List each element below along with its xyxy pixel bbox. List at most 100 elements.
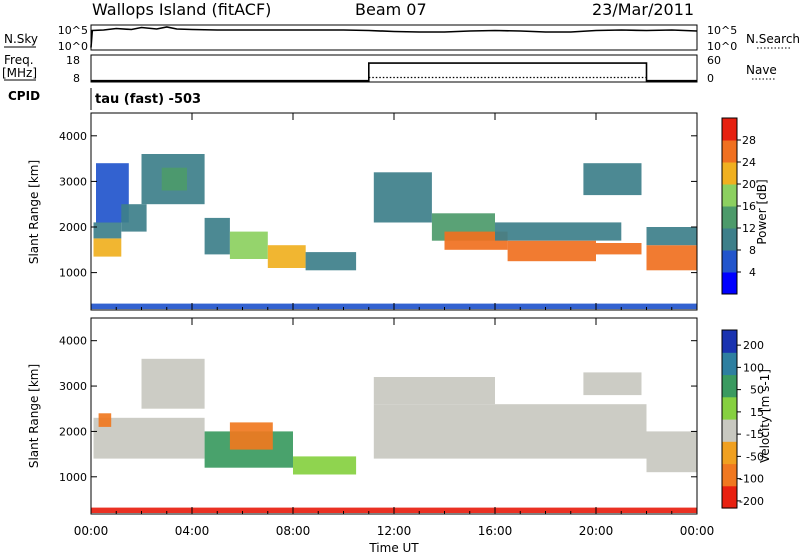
nsky-tick-bottom-left: 10^0 (58, 40, 88, 53)
velocity-colorbar-seg-1 (722, 463, 737, 487)
velocity-region-2 (98, 413, 112, 427)
freq-unit-label: [MHz] (2, 66, 37, 80)
velocity-region-7 (373, 377, 495, 405)
power-colorbar-label-6: 4 (749, 266, 756, 279)
time-xtick-label-0: 00:00 (74, 524, 109, 538)
nave-tick-bottom-right: 0 (707, 72, 714, 85)
velocity-colorbar-label-0: 200 (743, 339, 764, 352)
nave-tick-top-right: 60 (707, 54, 721, 67)
power-ytick-label-1: 3000 (59, 175, 87, 188)
velocity-region-4 (229, 422, 273, 450)
power-colorbar-seg-3 (722, 206, 737, 229)
velocity-region-6 (373, 404, 647, 459)
power-colorbar-label-3: 16 (742, 200, 756, 213)
velocity-region-5 (293, 456, 357, 475)
nsky-tick-top-right: 10^5 (707, 24, 737, 37)
power-colorbar-seg-2 (722, 228, 737, 251)
velocity-region-8 (583, 372, 642, 396)
velocity-colorbar-seg-2 (722, 441, 737, 465)
power-region-18 (646, 227, 697, 246)
velocity-colorbar: Velocity [m s-1] 200 100 50 15 -15 -50 -100 -20… (721, 329, 772, 509)
power-colorbar-seg-7 (722, 118, 737, 141)
power-region-3 (121, 204, 147, 232)
power-ytick-label-3: 1000 (59, 267, 87, 280)
power-colorbar-label: Power [dB] (755, 179, 769, 244)
velocity-colorbar-label-6: -100 (739, 473, 764, 486)
power-region-10 (373, 172, 432, 223)
velocity-colorbar-frame (721, 329, 738, 509)
power-region-9 (305, 252, 357, 271)
power-xticks (90, 113, 698, 310)
time-xlabel: Time UT (368, 541, 419, 554)
velocity-colorbar-label-4: -15 (746, 428, 764, 441)
velocity-yticks: 4000 3000 2000 1000 (59, 335, 697, 484)
nsky-trace (90, 26, 698, 48)
velocity-colorbar-label: Velocity [m s-1] (758, 369, 772, 463)
velocity-colorbar-label-5: -50 (746, 450, 764, 463)
freq-trace (91, 62, 697, 82)
power-colorbar-seg-1 (722, 250, 737, 273)
power-cells (91, 154, 697, 310)
velocity-region-1 (141, 358, 205, 409)
freq-frame (90, 54, 698, 83)
nsearch-label: N.Search (746, 32, 800, 46)
velocity-cells (91, 358, 697, 513)
velocity-ylabel: Slant Range [km] (27, 364, 41, 468)
power-region-6 (204, 217, 230, 255)
power-yticks: 4000 3000 2000 1000 (59, 130, 697, 280)
power-region-16 (596, 243, 642, 255)
nsky-panel: N.Sky 10^5 10^0 10^5 10^0 N.Search (4, 24, 800, 53)
velocity-colorbar-seg-4 (722, 396, 737, 420)
power-colorbar: Power [dB] 28 24 20 16 12 8 4 (721, 117, 769, 295)
velocity-region-9 (646, 431, 697, 473)
time-xtick-label-1: 04:00 (175, 524, 210, 538)
velocity-colorbar-seg-0 (722, 485, 737, 509)
velocity-region-0 (93, 417, 205, 459)
power-ytick-label-0: 4000 (59, 130, 87, 143)
power-region-14 (495, 222, 622, 241)
station-title: Wallops Island (fitACF) (92, 0, 271, 19)
power-panel: Slant Range [km] 4000 3000 2000 1000 (27, 112, 698, 311)
velocity-ytick-label-1: 3000 (59, 380, 87, 393)
velocity-ytick-label-0: 4000 (59, 335, 87, 348)
power-colorbar-seg-0 (722, 272, 737, 295)
power-colorbar-label-2: 20 (742, 178, 756, 191)
velocity-colorbar-seg-3 (722, 419, 737, 442)
nsky-tick-bottom-right: 10^0 (707, 40, 737, 53)
freq-tick-top-left: 18 (66, 54, 80, 67)
power-colorbar-label-1: 24 (742, 156, 756, 169)
power-region-13 (507, 240, 596, 262)
time-xtick-label-5: 20:00 (579, 524, 614, 538)
nsky-tick-top-left: 10^5 (58, 24, 88, 37)
velocity-xticks: 00:00 04:00 08:00 12:00 16:00 20:00 00:00 (74, 318, 715, 538)
power-region-0 (93, 238, 122, 257)
power-colorbar-label-5: 8 (749, 244, 756, 257)
time-xtick-label-4: 16:00 (478, 524, 513, 538)
velocity-colorbar-seg-7 (722, 330, 737, 353)
velocity-colorbar-label-2: 50 (750, 384, 764, 397)
freq-tick-bottom-left: 8 (73, 72, 80, 85)
time-xtick-label-3: 12:00 (377, 524, 412, 538)
velocity-colorbar-label-3: 15 (750, 406, 764, 419)
power-region-7 (229, 231, 268, 259)
time-xtick-label-2: 08:00 (276, 524, 311, 538)
cpid-text: tau (fast) -503 (95, 92, 201, 107)
power-region-17 (646, 245, 697, 271)
velocity-colorbar-label-7: -200 (739, 495, 764, 508)
power-colorbar-seg-6 (722, 140, 737, 163)
velocity-ytick-label-3: 1000 (59, 471, 87, 484)
power-region-1 (93, 222, 122, 239)
power-ytick-label-2: 2000 (59, 221, 87, 234)
nave-label: Nave (746, 63, 777, 77)
nsky-label: N.Sky (4, 32, 38, 46)
freq-panel: Freq. [MHz] 18 8 60 0 Nave (2, 53, 777, 85)
velocity-colorbar-label-1: 100 (743, 361, 764, 374)
velocity-colorbar-seg-6 (722, 352, 737, 376)
power-region-5 (161, 167, 187, 191)
freq-label: Freq. (4, 53, 34, 67)
power-colorbar-label-0: 28 (742, 134, 756, 147)
power-colorbar-label-4: 12 (742, 222, 756, 235)
time-xtick-label-6: 00:00 (680, 524, 715, 538)
